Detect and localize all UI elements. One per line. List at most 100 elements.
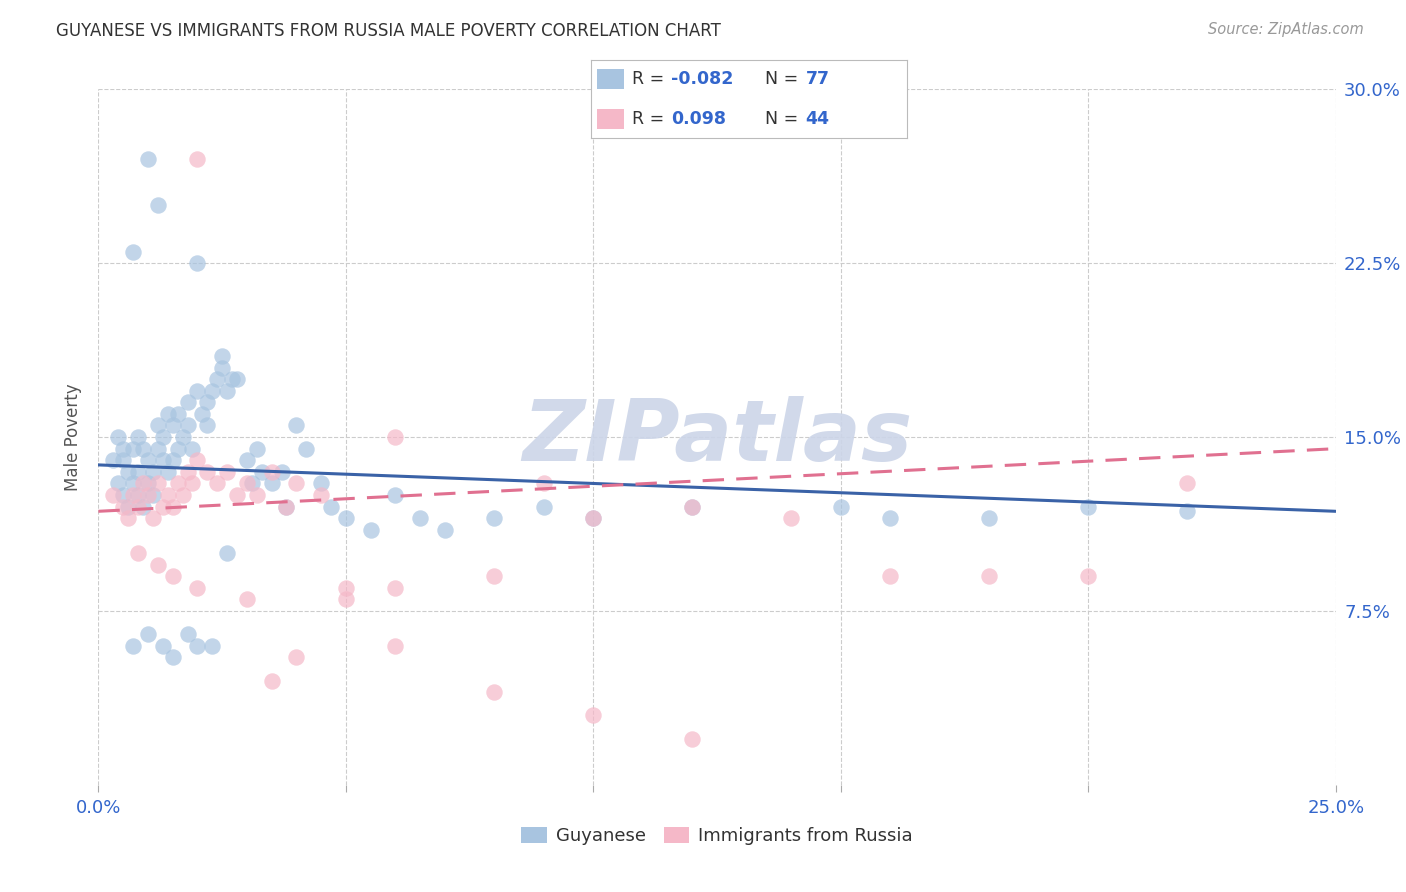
Point	[236, 476, 259, 491]
Point	[112, 500, 135, 514]
Point	[127, 488, 149, 502]
Point	[246, 488, 269, 502]
Point	[186, 256, 208, 270]
Point	[384, 581, 406, 595]
Point	[285, 418, 308, 433]
Point	[780, 511, 803, 525]
Point	[217, 465, 239, 479]
Point	[384, 430, 406, 444]
Point	[103, 453, 125, 467]
Point	[166, 476, 188, 491]
Point	[201, 384, 224, 398]
Point	[176, 395, 198, 409]
Point	[112, 442, 135, 456]
Point	[136, 476, 159, 491]
Point	[142, 488, 165, 502]
Point	[136, 152, 159, 166]
Point	[191, 407, 214, 421]
Point	[409, 511, 432, 525]
Point	[533, 476, 555, 491]
Point	[122, 244, 145, 259]
Point	[152, 430, 174, 444]
Point	[201, 639, 224, 653]
Point	[181, 442, 204, 456]
Point	[112, 488, 135, 502]
Point	[162, 418, 184, 433]
Point	[1175, 504, 1198, 518]
Point	[117, 500, 139, 514]
Point	[122, 488, 145, 502]
Point	[246, 442, 269, 456]
Point	[830, 500, 852, 514]
Point	[285, 476, 308, 491]
Point	[127, 500, 149, 514]
Point	[236, 453, 259, 467]
Point	[122, 639, 145, 653]
Point	[221, 372, 243, 386]
Point	[186, 384, 208, 398]
Point	[276, 500, 298, 514]
Point	[979, 569, 1001, 583]
Text: R =: R =	[631, 70, 669, 88]
Point	[107, 430, 129, 444]
Point	[205, 476, 228, 491]
Text: N =: N =	[765, 110, 803, 128]
Text: 77: 77	[806, 70, 830, 88]
Point	[260, 465, 283, 479]
Point	[127, 430, 149, 444]
Point	[295, 442, 318, 456]
Text: Source: ZipAtlas.com: Source: ZipAtlas.com	[1208, 22, 1364, 37]
Point	[276, 500, 298, 514]
Point	[162, 569, 184, 583]
Text: 44: 44	[806, 110, 830, 128]
Point	[152, 639, 174, 653]
Point	[172, 430, 194, 444]
Point	[166, 442, 188, 456]
Text: ZIPatlas: ZIPatlas	[522, 395, 912, 479]
Point	[1077, 500, 1099, 514]
Point	[162, 500, 184, 514]
Point	[162, 650, 184, 665]
Point	[152, 453, 174, 467]
Point	[236, 592, 259, 607]
Point	[226, 372, 249, 386]
Point	[260, 476, 283, 491]
Point	[156, 407, 179, 421]
Point	[582, 708, 605, 723]
Point	[132, 442, 155, 456]
Point	[176, 465, 198, 479]
Point	[142, 511, 165, 525]
Point	[117, 465, 139, 479]
Text: N =: N =	[765, 70, 803, 88]
Point	[681, 731, 703, 746]
Point	[979, 511, 1001, 525]
Point	[117, 511, 139, 525]
Point	[136, 488, 159, 502]
Point	[335, 511, 357, 525]
Point	[335, 592, 357, 607]
Point	[195, 418, 218, 433]
Point	[166, 407, 188, 421]
Point	[132, 476, 155, 491]
Text: GUYANESE VS IMMIGRANTS FROM RUSSIA MALE POVERTY CORRELATION CHART: GUYANESE VS IMMIGRANTS FROM RUSSIA MALE …	[56, 22, 721, 40]
Point	[136, 627, 159, 641]
Point	[103, 488, 125, 502]
Point	[240, 476, 263, 491]
Point	[136, 453, 159, 467]
Point	[335, 581, 357, 595]
Point	[156, 488, 179, 502]
Point	[152, 500, 174, 514]
Point	[384, 639, 406, 653]
Point	[270, 465, 292, 479]
Point	[250, 465, 273, 479]
Point	[146, 418, 169, 433]
Point	[384, 488, 406, 502]
Point	[582, 511, 605, 525]
Point	[186, 453, 208, 467]
Point	[433, 523, 456, 537]
Point	[162, 453, 184, 467]
Point	[285, 650, 308, 665]
Point	[195, 395, 218, 409]
Point	[195, 465, 218, 479]
Text: 0.098: 0.098	[671, 110, 725, 128]
